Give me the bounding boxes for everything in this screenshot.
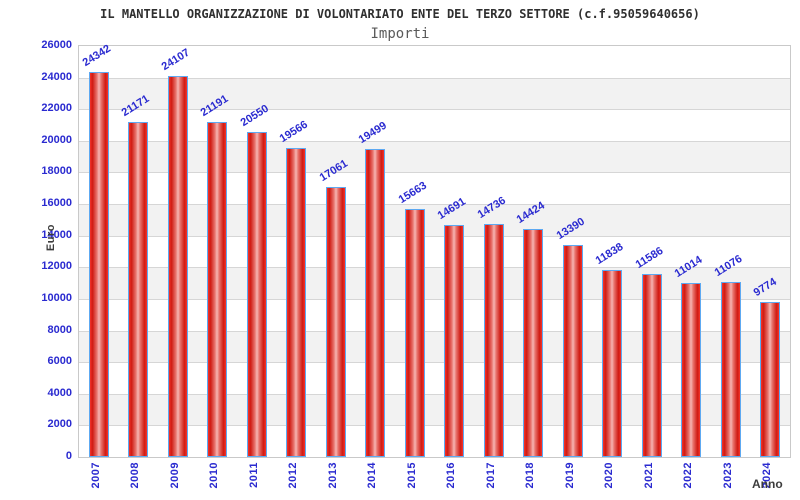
y-tick-label: 16000 [41, 197, 72, 209]
plot-band [79, 140, 790, 173]
y-tick-label: 4000 [47, 387, 72, 399]
plot-band [79, 298, 790, 331]
plot-band [79, 362, 790, 394]
bar [247, 132, 267, 457]
gridline [79, 393, 790, 395]
gridline [79, 109, 790, 111]
x-tick-label: 2023 [722, 462, 734, 489]
bar [168, 76, 188, 457]
x-axis-title: Anno [752, 477, 783, 491]
y-tick-label: 26000 [41, 39, 72, 51]
bar [721, 282, 741, 457]
x-tick-label: 2018 [524, 462, 536, 489]
plot-band [79, 46, 790, 78]
y-tick-label: 18000 [41, 165, 72, 177]
x-tick-label: 2009 [169, 462, 181, 489]
x-tick-label: 2019 [564, 462, 576, 489]
y-tick-label: 10000 [41, 292, 72, 304]
gridline [79, 298, 790, 300]
x-tick-label: 2022 [682, 462, 694, 489]
plot-band [79, 77, 790, 110]
x-tick-label: 2007 [90, 462, 102, 489]
x-tick-label: 2011 [248, 462, 260, 488]
x-tick-label: 2016 [445, 462, 457, 489]
gridline [79, 330, 790, 332]
bar [484, 224, 504, 457]
gridline [79, 77, 790, 79]
y-tick-label: 20000 [41, 134, 72, 146]
gridline [79, 362, 790, 364]
bar [523, 229, 543, 457]
gridline [79, 235, 790, 237]
bar [602, 270, 622, 457]
plot-band [79, 204, 790, 236]
bar [444, 225, 464, 457]
x-tick-label: 2010 [208, 462, 220, 489]
bar [89, 72, 109, 457]
x-tick-label: 2008 [129, 462, 141, 489]
y-tick-label: 12000 [41, 260, 72, 272]
x-tick-label: 2012 [287, 462, 299, 489]
x-tick-label: 2015 [406, 462, 418, 489]
bar [681, 283, 701, 457]
x-tick-label: 2021 [643, 462, 655, 489]
bar [128, 122, 148, 457]
y-tick-label: 14000 [41, 229, 72, 241]
gridline [79, 204, 790, 206]
y-tick-label: 6000 [47, 355, 72, 367]
gridline [79, 425, 790, 427]
bar [326, 187, 346, 457]
plot-band [79, 267, 790, 299]
bar [405, 209, 425, 457]
bar [286, 148, 306, 457]
x-tick-label: 2017 [485, 462, 497, 489]
y-tick-label: 8000 [47, 324, 72, 336]
gridline [79, 140, 790, 142]
chart-title: IL MANTELLO ORGANIZZAZIONE DI VOLONTARIA… [100, 7, 700, 21]
y-tick-label: 0 [65, 450, 72, 462]
plot-band [79, 393, 790, 426]
bar [642, 274, 662, 457]
plot-band [79, 172, 790, 205]
bar [760, 302, 780, 457]
plot-area: 24342 21171 24107 21191 20550 19566 17061 19499… [78, 43, 791, 458]
plot-band [79, 109, 790, 141]
plot-band [79, 330, 790, 363]
bar [207, 122, 227, 457]
chart-subtitle: Importi [370, 26, 430, 42]
plot-band [79, 235, 790, 268]
x-tick-label: 2013 [327, 462, 339, 489]
y-tick-label: 24000 [41, 71, 72, 83]
x-tick-label: 2014 [366, 462, 378, 489]
gridline [79, 267, 790, 269]
x-tick-label: 2020 [603, 462, 615, 489]
y-tick-label: 2000 [47, 418, 72, 430]
bar [563, 245, 583, 457]
bar [365, 149, 385, 457]
plot-band [79, 425, 790, 457]
y-axis-title: Euro [45, 224, 57, 252]
gridline [79, 172, 790, 174]
y-tick-label: 22000 [41, 102, 72, 114]
